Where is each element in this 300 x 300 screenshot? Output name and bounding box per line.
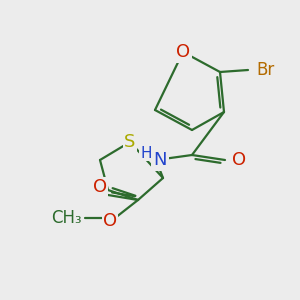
Text: O: O [103, 212, 117, 230]
Text: O: O [176, 43, 190, 61]
Text: N: N [153, 151, 167, 169]
Text: CH₃: CH₃ [51, 209, 82, 227]
Text: S: S [124, 133, 136, 151]
Text: Br: Br [256, 61, 274, 79]
Text: O: O [232, 151, 246, 169]
Text: H: H [140, 146, 152, 160]
Text: O: O [93, 178, 107, 196]
